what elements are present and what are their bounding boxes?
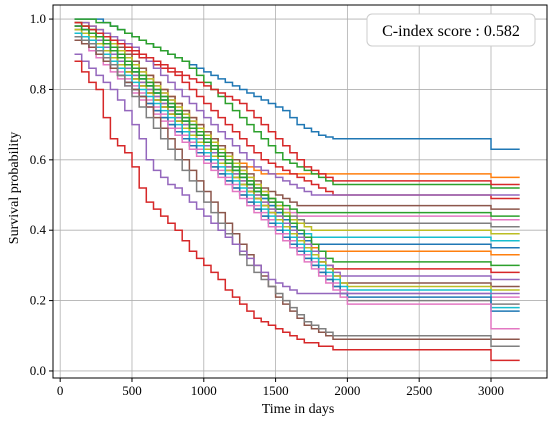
survival-curve-9	[74, 21, 520, 235]
survival-curve-25	[74, 53, 520, 295]
survival-curve-8	[74, 25, 520, 228]
x-tick-label: 1500	[263, 383, 289, 398]
y-tick-label: 1.0	[30, 11, 46, 26]
annotation-box: C-index score : 0.582	[366, 13, 536, 47]
y-tick-label: 0.4	[30, 222, 47, 237]
series-group	[74, 18, 520, 362]
survival-curve-18	[74, 35, 520, 305]
axes-frame	[52, 4, 548, 379]
survival-curve-23	[74, 39, 520, 341]
ticks: 0 500 1000 1500 2000 2500 3000 0.0 0.2 0.4 0.6 0.8 1…	[30, 11, 504, 398]
survival-curve-4	[74, 25, 520, 200]
x-tick-label: 3000	[478, 383, 504, 398]
y-tick-label: 0.2	[30, 293, 46, 308]
survival-curve-13	[74, 21, 520, 267]
x-axis-label: Time in days	[262, 402, 335, 417]
y-tick-label: 0.0	[30, 363, 46, 378]
x-tick-label: 1000	[191, 383, 217, 398]
survival-curve-15	[74, 25, 520, 281]
x-tick-label: 2000	[334, 383, 360, 398]
survival-curve-28	[74, 25, 520, 217]
y-axis-label: Survival probability	[7, 132, 22, 244]
x-tick-label: 2500	[406, 383, 432, 398]
survival-curve-26	[74, 60, 520, 362]
y-tick-label: 0.8	[30, 81, 46, 96]
x-tick-label: 500	[122, 383, 142, 398]
survival-curve-5	[74, 21, 520, 196]
survival-curve-3	[74, 18, 520, 189]
x-tick-label: 0	[57, 383, 64, 398]
survival-curve-20	[74, 32, 520, 309]
y-tick-label: 0.6	[30, 152, 47, 167]
survival-curve-27	[74, 21, 520, 186]
annotation-text: C-index score : 0.582	[382, 23, 520, 40]
